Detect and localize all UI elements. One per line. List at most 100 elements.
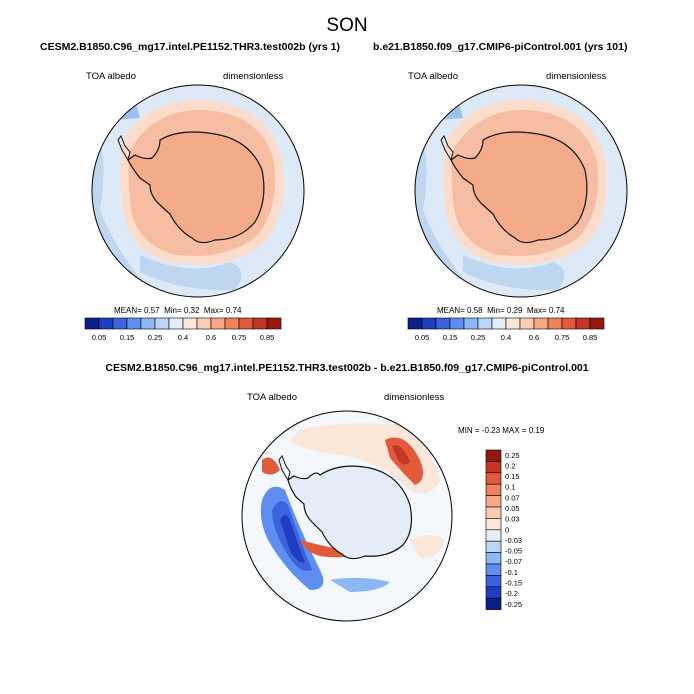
diff-positive-patch xyxy=(385,437,424,485)
colorbar-tick-label: 0.85 xyxy=(583,333,598,342)
diff-negative-patch xyxy=(260,486,324,590)
left-panel-units: dimensionless xyxy=(223,71,284,82)
max-label: Max= xyxy=(526,306,547,315)
left-panel-variable: TOA albedo xyxy=(86,71,137,82)
right-panel-case-title: b.e21.B1850.f09_g17.CMIP6-piControl.001 … xyxy=(373,41,628,53)
colorbar-tick-label: 0.4 xyxy=(501,333,511,342)
colorbar-tick-label: -0.25 xyxy=(505,600,522,609)
diff-positive-patch xyxy=(392,445,410,465)
colorbar-box xyxy=(112,317,128,330)
colorbar-box xyxy=(252,317,268,330)
diff-positive-patch xyxy=(290,423,440,494)
colorbar-box xyxy=(421,317,437,330)
antarctica-fill xyxy=(451,132,587,243)
min-label: MIN = xyxy=(458,426,480,435)
blue-patch xyxy=(415,130,473,297)
colorbar-box xyxy=(485,461,502,474)
mean-label: MEAN= xyxy=(437,306,465,315)
colorbar-box xyxy=(485,518,502,531)
colorbar-tick-label: 0.85 xyxy=(260,333,275,342)
colorbar-box xyxy=(84,317,100,330)
colorbar-box xyxy=(485,575,502,588)
diff-panel-colorbar: 0.250.20.150.10.070.050.030-0.03-0.05-0.… xyxy=(485,449,522,610)
peach-ring xyxy=(120,99,284,265)
blue-patch xyxy=(115,100,140,120)
colorbar-box xyxy=(485,586,502,599)
ocean-field xyxy=(92,85,304,297)
colorbar-tick-label: -0.15 xyxy=(505,579,522,588)
colorbar-tick-label: 0.25 xyxy=(505,451,520,460)
antarctica-fill xyxy=(128,132,264,243)
colorbar-tick-label: 0 xyxy=(505,525,509,534)
antarctic-peninsula xyxy=(117,134,131,162)
colorbar-box xyxy=(485,552,502,565)
colorbar-box xyxy=(238,317,254,330)
colorbar-box xyxy=(485,563,502,576)
colorbar-box xyxy=(140,317,156,330)
antarctic-peninsula xyxy=(278,454,291,482)
colorbar-box xyxy=(485,597,502,610)
diff-neutral-field xyxy=(242,411,452,621)
mean-label: MEAN= xyxy=(114,306,142,315)
antarctica-coastline xyxy=(287,465,413,560)
figure-title: SON xyxy=(326,15,368,36)
min-value: -0.23 xyxy=(481,426,501,435)
min-label: Min= xyxy=(487,306,505,315)
antarctica-coastline xyxy=(127,131,265,244)
max-value: 0.74 xyxy=(225,306,242,315)
colorbar-box xyxy=(463,317,479,330)
diff-negative-patch xyxy=(330,577,390,592)
colorbar-tick-label: 0.25 xyxy=(148,333,163,342)
colorbar-box xyxy=(485,540,502,553)
colorbar-tick-label: -0.03 xyxy=(505,536,522,545)
blue-patch xyxy=(140,255,242,291)
colorbar-box xyxy=(224,317,240,330)
colorbar-box xyxy=(182,317,198,330)
antarctic-peninsula xyxy=(440,134,454,162)
colorbar-box xyxy=(519,317,535,330)
diff-positive-patch xyxy=(262,457,280,475)
colorbar-box xyxy=(547,317,563,330)
antarctica-fill xyxy=(288,466,412,559)
right-panel-stats: MEAN= 0.58 Min= 0.29 Max= 0.74 xyxy=(437,306,565,315)
colorbar-tick-label: -0.05 xyxy=(505,547,522,556)
colorbar-tick-label: 0.15 xyxy=(505,472,520,481)
mean-value: 0.58 xyxy=(467,306,483,315)
max-value: 0.74 xyxy=(548,306,565,315)
colorbar-box xyxy=(196,317,212,330)
blue-patch xyxy=(92,130,150,297)
right-panel-units: dimensionless xyxy=(546,71,607,82)
max-label: MAX = xyxy=(502,426,527,435)
colorbar-box xyxy=(435,317,451,330)
colorbar-box xyxy=(575,317,591,330)
colorbar-tick-label: -0.1 xyxy=(505,568,518,577)
colorbar-box xyxy=(485,483,502,496)
left-panel-stats: MEAN= 0.57 Min= 0.32 Max= 0.74 xyxy=(114,306,242,315)
colorbar-box xyxy=(485,506,502,519)
colorbar-tick-label: 0.07 xyxy=(505,493,520,502)
diff-panel-stats: MIN = -0.23 MAX = 0.19 xyxy=(458,426,544,435)
colorbar-box xyxy=(491,317,507,330)
colorbar-box xyxy=(449,317,465,330)
colorbar-tick-label: 0.15 xyxy=(120,333,135,342)
colorbar-tick-label: 0.05 xyxy=(92,333,107,342)
colorbar-tick-label: 0.2 xyxy=(505,461,515,470)
left-panel-case-title: CESM2.B1850.C96_mg17.intel.PE1152.THR3.t… xyxy=(40,41,340,53)
colorbar-tick-label: 0.75 xyxy=(555,333,570,342)
max-label: Max= xyxy=(203,306,224,315)
antarctica-coastline xyxy=(450,131,588,244)
salmon-ring xyxy=(128,109,276,256)
blue-patch xyxy=(463,255,565,291)
colorbar-tick-label: 0.4 xyxy=(178,333,188,342)
blue-patch xyxy=(438,100,463,120)
colorbar-tick-label: 0.75 xyxy=(232,333,247,342)
colorbar-box xyxy=(407,317,423,330)
colorbar-box xyxy=(477,317,493,330)
peach-ring xyxy=(443,99,607,265)
left-panel-colorbar: 0.05 0.15 0.25 0.4 0.6 0.75 0.85 xyxy=(84,317,282,342)
colorbar-tick-label: 0.05 xyxy=(415,333,430,342)
min-value: 0.32 xyxy=(183,306,200,315)
ocean-field xyxy=(415,85,627,297)
colorbar-tick-label: 0.6 xyxy=(529,333,539,342)
colorbar-box xyxy=(266,317,282,330)
